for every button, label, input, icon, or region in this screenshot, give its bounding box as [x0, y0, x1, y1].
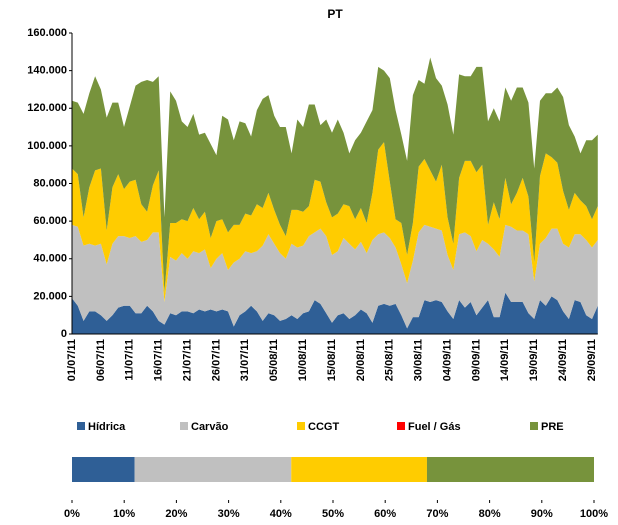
x-tick-label: 05/08/11: [268, 339, 280, 381]
y-tick-label: 20.000: [33, 290, 67, 302]
x-tick-label: 06/07/11: [95, 339, 107, 381]
x-tick-label: 70%: [426, 508, 448, 520]
y-tick-label: 120.000: [27, 102, 67, 114]
x-tick-label: 20/08/11: [355, 339, 367, 381]
x-tick-label: 30/08/11: [413, 339, 425, 381]
area: [72, 57, 598, 293]
x-tick-label: 40%: [270, 508, 292, 520]
legend-label: Hídrica: [88, 421, 126, 433]
legend-label: CCGT: [308, 421, 339, 433]
chart-title: PT: [327, 7, 343, 21]
legend-swatch: [297, 422, 305, 430]
x-tick-label: 10%: [113, 508, 135, 520]
legend-label: PRE: [541, 421, 564, 433]
y-tick-label: 160.000: [27, 27, 67, 39]
x-tick-label: 09/09/11: [470, 339, 482, 381]
x-tick-label: 14/09/11: [499, 339, 511, 381]
bar-segment: [291, 457, 427, 482]
x-tick-label: 90%: [531, 508, 553, 520]
x-tick-label: 25/08/11: [384, 339, 396, 381]
legend-label: Carvão: [191, 421, 229, 433]
legend-swatch: [530, 422, 538, 430]
y-tick-label: 140.000: [27, 65, 67, 77]
x-tick-label: 16/07/11: [153, 339, 165, 381]
x-tick-label: 11/07/11: [124, 339, 136, 381]
x-tick-label: 29/09/11: [586, 339, 598, 381]
x-tick-label: 15/08/11: [326, 339, 338, 381]
x-tick-label: 0%: [64, 508, 80, 520]
x-tick-label: 19/09/11: [528, 339, 540, 381]
x-tick-label: 20%: [165, 508, 187, 520]
x-tick-label: 10/08/11: [297, 339, 309, 381]
x-tick-label: 26/07/11: [210, 339, 222, 381]
y-tick-label: 40.000: [33, 253, 67, 265]
y-tick-label: 0: [61, 328, 67, 340]
x-tick-label: 30%: [218, 508, 240, 520]
x-tick-label: 31/07/11: [239, 339, 251, 381]
legend-swatch: [77, 422, 85, 430]
legend-swatch: [180, 422, 188, 430]
x-tick-label: 50%: [322, 508, 344, 520]
x-tick-label: 04/09/11: [441, 339, 453, 381]
x-tick-label: 01/07/11: [66, 339, 78, 381]
x-tick-label: 60%: [374, 508, 396, 520]
x-tick-label: 80%: [479, 508, 501, 520]
y-tick-label: 60.000: [33, 215, 67, 227]
y-tick-label: 100.000: [27, 140, 67, 152]
area: [72, 224, 598, 329]
y-tick-label: 80.000: [33, 177, 67, 189]
bar-segment: [426, 457, 594, 482]
x-tick-label: 21/07/11: [181, 339, 193, 381]
bar-segment: [72, 457, 135, 482]
legend-label: Fuel / Gás: [408, 421, 461, 433]
area: [72, 292, 598, 334]
x-tick-label: 100%: [580, 508, 608, 520]
bar-segment: [134, 457, 292, 482]
x-tick-label: 24/09/11: [557, 339, 569, 381]
legend-swatch: [397, 422, 405, 430]
area: [72, 142, 598, 303]
